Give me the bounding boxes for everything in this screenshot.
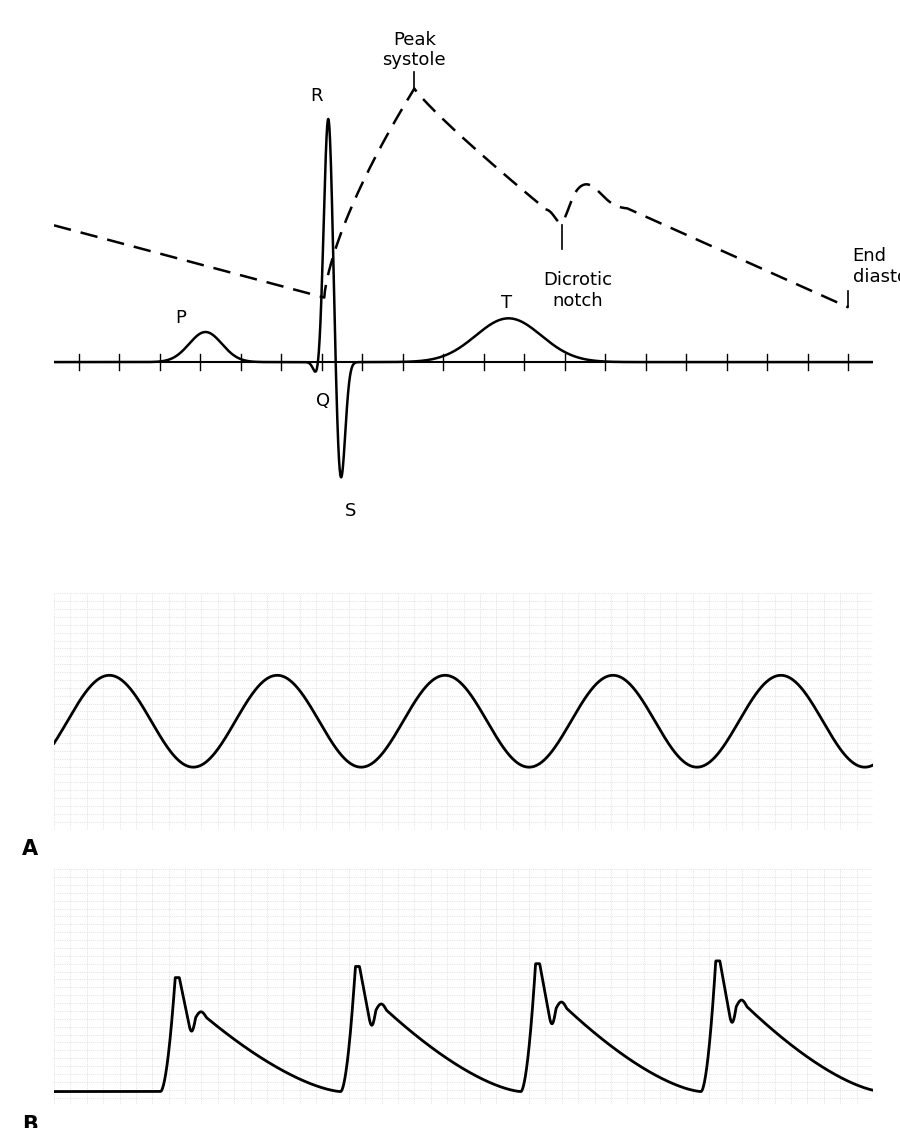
Text: A: A <box>22 839 38 858</box>
Text: B: B <box>22 1114 38 1128</box>
Text: Q: Q <box>316 393 329 411</box>
Text: T: T <box>500 293 512 311</box>
Text: Peak
systole: Peak systole <box>382 30 446 70</box>
Text: S: S <box>345 502 356 520</box>
Text: Dicrotic
notch: Dicrotic notch <box>544 271 613 310</box>
Text: R: R <box>310 87 322 105</box>
Text: P: P <box>176 309 186 326</box>
Text: End
diastole: End diastole <box>852 247 900 285</box>
